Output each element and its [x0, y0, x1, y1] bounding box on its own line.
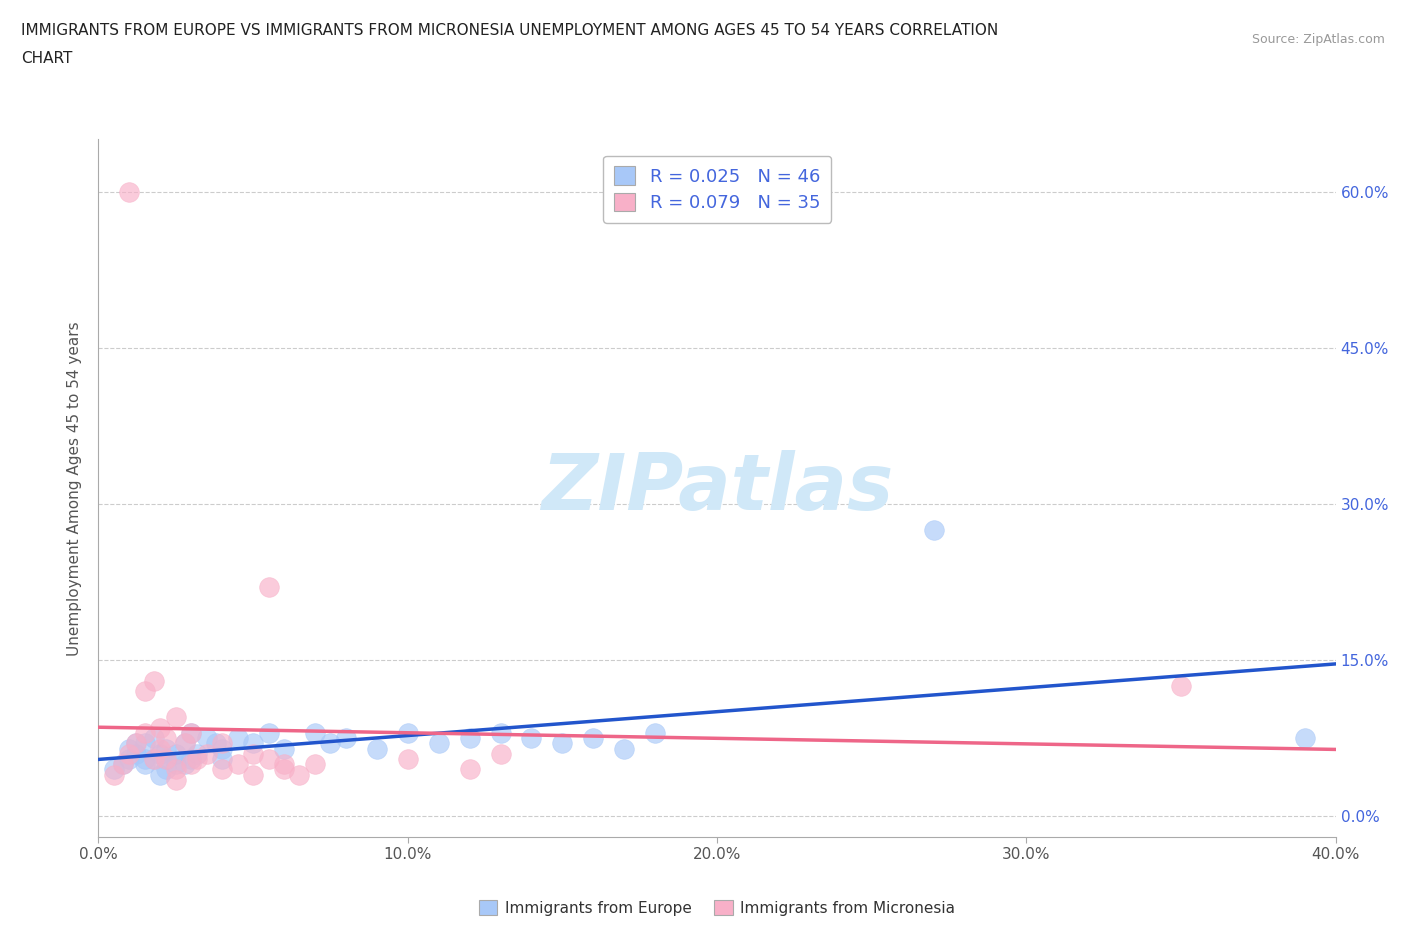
Point	[319, 736, 342, 751]
Point	[205, 736, 228, 751]
Point	[396, 725, 419, 740]
Legend: Immigrants from Europe, Immigrants from Micronesia: Immigrants from Europe, Immigrants from …	[472, 894, 962, 922]
Point	[1170, 679, 1192, 694]
Point	[112, 757, 135, 772]
Point	[174, 736, 197, 751]
Text: CHART: CHART	[21, 51, 73, 66]
Point	[186, 751, 208, 766]
Point	[304, 757, 326, 772]
Text: ZIPatlas: ZIPatlas	[541, 450, 893, 526]
Point	[922, 523, 945, 538]
Point	[149, 741, 172, 756]
Point	[143, 751, 166, 766]
Point	[155, 751, 177, 766]
Point	[288, 767, 311, 782]
Point	[458, 762, 481, 777]
Point	[211, 751, 233, 766]
Point	[273, 757, 295, 772]
Point	[118, 746, 141, 761]
Point	[165, 746, 187, 761]
Point	[134, 736, 156, 751]
Point	[124, 736, 146, 751]
Point	[644, 725, 666, 740]
Point	[1294, 731, 1316, 746]
Point	[304, 725, 326, 740]
Point	[155, 731, 177, 746]
Point	[149, 746, 172, 761]
Point	[242, 767, 264, 782]
Point	[211, 741, 233, 756]
Point	[118, 184, 141, 199]
Point	[112, 757, 135, 772]
Point	[396, 751, 419, 766]
Point	[226, 731, 249, 746]
Point	[143, 673, 166, 688]
Point	[427, 736, 450, 751]
Point	[134, 751, 156, 766]
Point	[226, 757, 249, 772]
Point	[124, 746, 146, 761]
Point	[211, 762, 233, 777]
Point	[273, 741, 295, 756]
Point	[124, 736, 146, 751]
Point	[149, 767, 172, 782]
Point	[211, 736, 233, 751]
Point	[489, 725, 512, 740]
Point	[257, 725, 280, 740]
Point	[613, 741, 636, 756]
Point	[257, 579, 280, 594]
Point	[335, 731, 357, 746]
Point	[165, 772, 187, 787]
Point	[180, 757, 202, 772]
Point	[134, 684, 156, 698]
Point	[165, 757, 187, 772]
Point	[180, 751, 202, 766]
Point	[180, 725, 202, 740]
Point	[134, 725, 156, 740]
Point	[366, 741, 388, 756]
Point	[551, 736, 574, 751]
Point	[257, 751, 280, 766]
Point	[582, 731, 605, 746]
Text: IMMIGRANTS FROM EUROPE VS IMMIGRANTS FROM MICRONESIA UNEMPLOYMENT AMONG AGES 45 : IMMIGRANTS FROM EUROPE VS IMMIGRANTS FRO…	[21, 23, 998, 38]
Point	[174, 736, 197, 751]
Point	[103, 767, 125, 782]
Y-axis label: Unemployment Among Ages 45 to 54 years: Unemployment Among Ages 45 to 54 years	[67, 321, 83, 656]
Point	[242, 746, 264, 761]
Point	[118, 741, 141, 756]
Point	[155, 741, 177, 756]
Point	[458, 731, 481, 746]
Point	[180, 725, 202, 740]
Point	[520, 731, 543, 746]
Point	[155, 762, 177, 777]
Point	[186, 746, 208, 761]
Point	[134, 757, 156, 772]
Point	[155, 751, 177, 766]
Point	[174, 757, 197, 772]
Point	[195, 746, 218, 761]
Point	[143, 751, 166, 766]
Point	[273, 762, 295, 777]
Point	[143, 731, 166, 746]
Point	[103, 762, 125, 777]
Point	[165, 710, 187, 724]
Point	[118, 751, 141, 766]
Point	[149, 720, 172, 735]
Point	[195, 731, 218, 746]
Point	[165, 762, 187, 777]
Text: Source: ZipAtlas.com: Source: ZipAtlas.com	[1251, 33, 1385, 46]
Point	[242, 736, 264, 751]
Point	[489, 746, 512, 761]
